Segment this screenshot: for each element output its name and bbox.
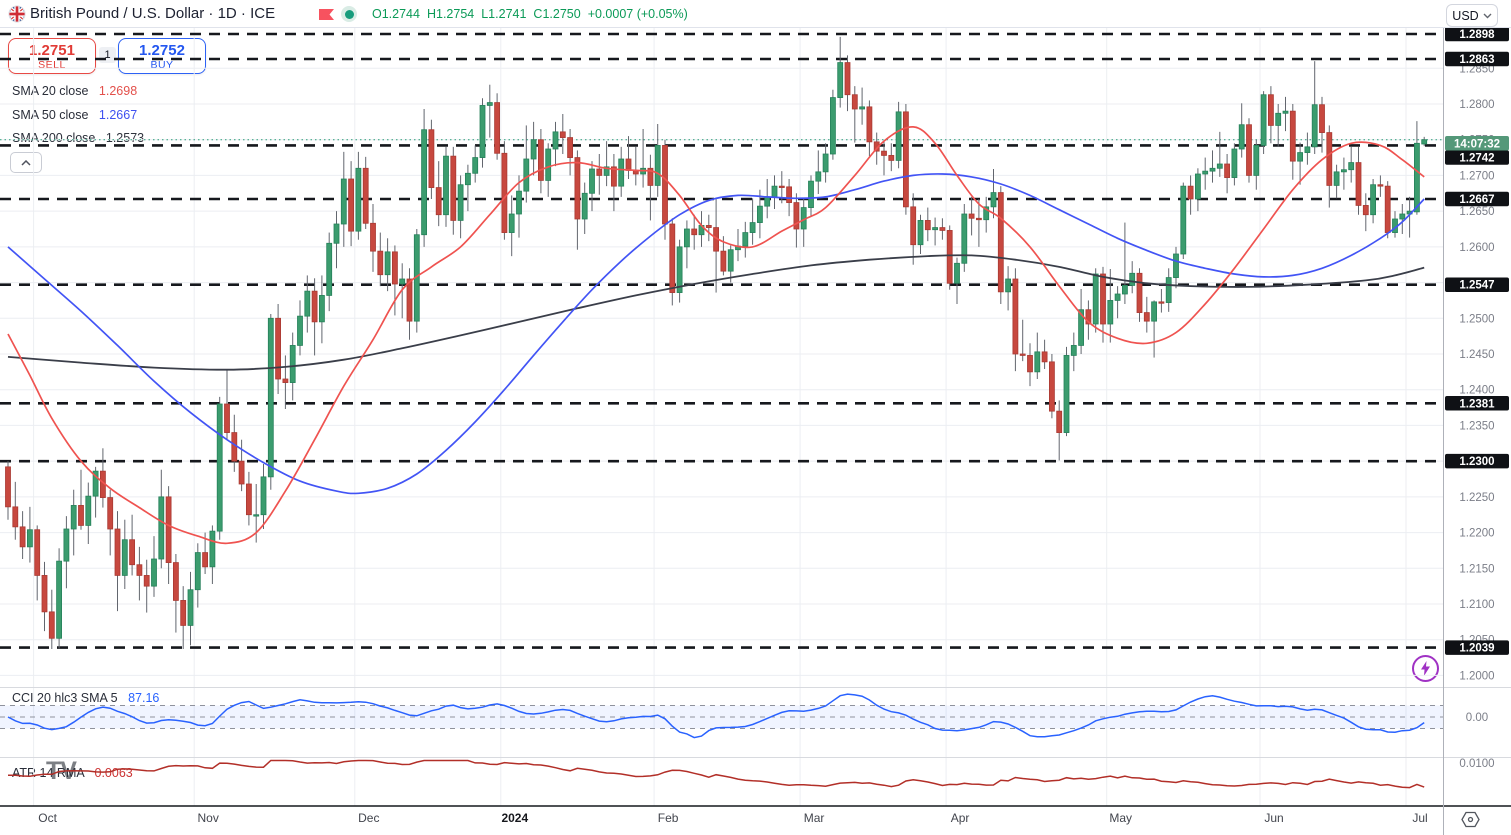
svg-text:1.2450: 1.2450 <box>1459 349 1494 361</box>
change-value: +0.0007 (+0.05%) <box>587 7 688 21</box>
svg-text:2024: 2024 <box>501 811 528 825</box>
svg-text:1.2150: 1.2150 <box>1459 563 1494 575</box>
legend-sma50[interactable]: SMA 50 close 1.2667 <box>12 108 137 122</box>
high-value: H1.2754 <box>426 7 475 21</box>
svg-text:0.0100: 0.0100 <box>1459 758 1494 770</box>
svg-text:1.2039: 1.2039 <box>1459 643 1494 655</box>
svg-text:Feb: Feb <box>658 811 679 825</box>
legend-sma50-label: SMA 50 close <box>12 108 89 122</box>
svg-text:Jul: Jul <box>1412 811 1427 825</box>
legend-sma20[interactable]: SMA 20 close 1.2698 <box>12 84 137 98</box>
buy-label: BUY <box>150 58 174 71</box>
svg-text:1.2250: 1.2250 <box>1459 492 1494 504</box>
currency-label: USD <box>1452 8 1479 23</box>
svg-text:1.2000: 1.2000 <box>1459 670 1494 682</box>
svg-text:1.2600: 1.2600 <box>1459 242 1494 254</box>
price-axis[interactable] <box>1444 28 1511 806</box>
low-value: L1.2741 <box>481 7 527 21</box>
chevron-up-icon <box>21 159 31 166</box>
svg-text:1.2350: 1.2350 <box>1459 420 1494 432</box>
symbol-header: British Pound / U.S. Dollar · 1D · ICE O… <box>0 0 1511 28</box>
legend-sma20-value: 1.2698 <box>98 84 138 98</box>
svg-text:0.00: 0.00 <box>1466 712 1488 724</box>
svg-text:1.2400: 1.2400 <box>1459 385 1494 397</box>
sell-price: 1.2751 <box>29 41 75 59</box>
svg-text:1.2898: 1.2898 <box>1459 29 1495 41</box>
svg-text:Oct: Oct <box>38 811 57 825</box>
instant-trading-button[interactable] <box>1412 655 1439 682</box>
cci-label: CCI 20 hlc3 SMA 5 <box>12 691 118 705</box>
svg-text:May: May <box>1109 811 1132 825</box>
svg-text:Mar: Mar <box>804 811 825 825</box>
legend-sma50-value: 1.2667 <box>98 108 138 122</box>
svg-text:1.2863: 1.2863 <box>1459 54 1494 66</box>
time-axis[interactable] <box>0 807 1443 835</box>
buy-price: 1.2752 <box>139 41 185 59</box>
axis-settings-button[interactable] <box>1458 809 1482 829</box>
chevron-down-icon <box>1483 13 1492 18</box>
svg-text:1.2300: 1.2300 <box>1459 456 1494 468</box>
svg-text:1.2381: 1.2381 <box>1459 398 1495 410</box>
svg-text:Jun: Jun <box>1264 811 1283 825</box>
lightning-icon <box>1421 661 1430 676</box>
sell-label: SELL <box>38 58 66 71</box>
legend-sma200-label: SMA 200 close <box>12 131 96 145</box>
svg-text:1.2500: 1.2500 <box>1459 313 1494 325</box>
svg-text:1.2547: 1.2547 <box>1459 280 1494 292</box>
svg-text:14:07:32: 14:07:32 <box>1454 138 1500 150</box>
open-value: O1.2744 <box>372 7 420 21</box>
ohlc-values: O1.2744 H1.2754 L1.2741 C1.2750 +0.0007 (+0.… <box>372 7 695 21</box>
svg-text:1.2200: 1.2200 <box>1459 528 1494 540</box>
symbol-title[interactable]: British Pound / U.S. Dollar · 1D · ICE <box>30 5 276 22</box>
legend-sma200-value: 1.2573 <box>105 131 145 145</box>
svg-text:1.2100: 1.2100 <box>1459 599 1494 611</box>
svg-text:1.2800: 1.2800 <box>1459 99 1494 111</box>
legend-sma20-label: SMA 20 close <box>12 84 89 98</box>
svg-text:1.2650: 1.2650 <box>1459 206 1494 218</box>
svg-text:1.2850: 1.2850 <box>1459 63 1494 75</box>
flag-icon[interactable] <box>319 9 334 20</box>
currency-dropdown[interactable]: USD <box>1446 4 1498 27</box>
cci-legend[interactable]: CCI 20 hlc3 SMA 5 87.16 <box>12 691 159 705</box>
settings-icon <box>1460 811 1480 827</box>
svg-text:Nov: Nov <box>198 811 219 825</box>
svg-text:1.2742: 1.2742 <box>1459 153 1494 165</box>
close-value: C1.2750 <box>533 7 581 21</box>
svg-text:Dec: Dec <box>358 811 379 825</box>
svg-text:Apr: Apr <box>951 811 970 825</box>
market-status-icon[interactable] <box>341 6 357 22</box>
legend-sma200[interactable]: SMA 200 close 1.2573 <box>12 131 144 145</box>
uk-flag-icon <box>8 5 26 23</box>
svg-text:1.2667: 1.2667 <box>1459 194 1494 206</box>
cci-value: 87.16 <box>128 691 160 705</box>
svg-text:1.2700: 1.2700 <box>1459 170 1494 182</box>
